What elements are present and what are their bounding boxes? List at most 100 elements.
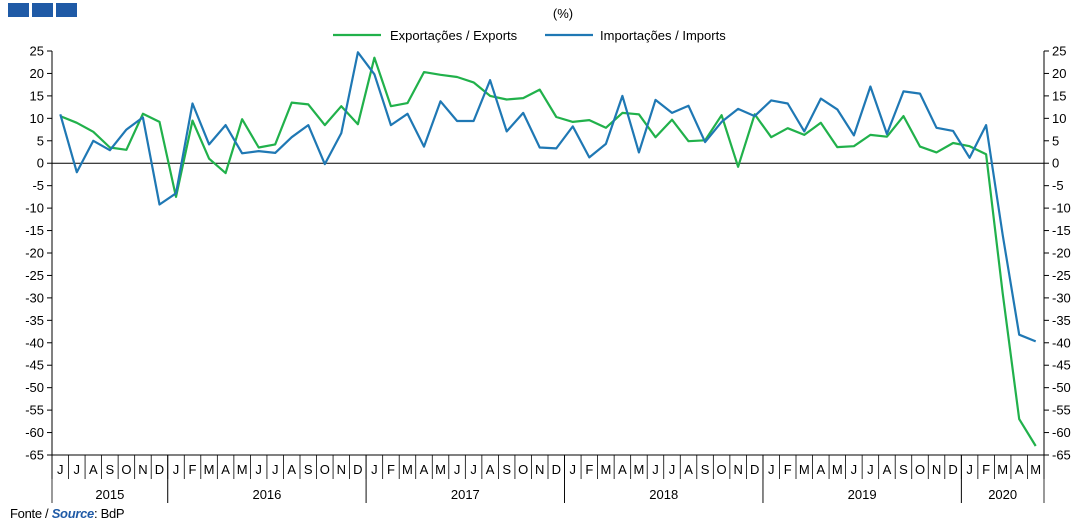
y-tick-label-right: -20 xyxy=(1052,246,1071,261)
y-tick-label-right: -60 xyxy=(1052,425,1071,440)
month-label: N xyxy=(535,462,544,477)
y-tick-label-left: 0 xyxy=(37,156,44,171)
month-label: M xyxy=(204,462,215,477)
y-tick-label-left: -5 xyxy=(32,178,44,193)
year-label: 2018 xyxy=(649,487,678,502)
month-label: J xyxy=(371,462,378,477)
month-label: F xyxy=(387,462,395,477)
y-tick-label-left: 15 xyxy=(30,88,44,103)
y-tick-label-right: -45 xyxy=(1052,358,1071,373)
month-label: N xyxy=(337,462,346,477)
y-tick-label-left: -35 xyxy=(25,313,44,328)
month-label: A xyxy=(89,462,98,477)
month-label: D xyxy=(155,462,164,477)
y-tick-label-left: -25 xyxy=(25,268,44,283)
month-label: M xyxy=(402,462,413,477)
source-label: Source xyxy=(51,506,95,521)
month-label: A xyxy=(420,462,429,477)
month-label: J xyxy=(470,462,477,477)
y-tick-label-right: 5 xyxy=(1052,133,1059,148)
source-value: : BdP xyxy=(93,506,125,521)
y-tick-label-left: -15 xyxy=(25,223,44,238)
y-tick-label-left: -65 xyxy=(25,448,44,463)
y-tick-label-right: -40 xyxy=(1052,335,1071,350)
month-label: M xyxy=(832,462,843,477)
y-tick-label-right: 25 xyxy=(1052,44,1066,59)
month-label: S xyxy=(304,462,313,477)
month-label: J xyxy=(57,462,64,477)
month-label: O xyxy=(915,462,925,477)
legend-label: Importações / Imports xyxy=(600,28,726,43)
y-tick-label-right: -35 xyxy=(1052,313,1071,328)
month-label: J xyxy=(570,462,577,477)
logo-block xyxy=(56,3,77,17)
y-tick-label-left: -40 xyxy=(25,335,44,350)
month-label: J xyxy=(652,462,659,477)
logo-block xyxy=(32,3,53,17)
y-tick-label-left: 5 xyxy=(37,133,44,148)
y-tick-label-left: -30 xyxy=(25,290,44,305)
logo-block xyxy=(8,3,29,17)
month-label: A xyxy=(221,462,230,477)
y-tick-label-left: -10 xyxy=(25,201,44,216)
month-label: J xyxy=(768,462,775,477)
month-label: S xyxy=(502,462,511,477)
month-label: F xyxy=(784,462,792,477)
year-label: 2020 xyxy=(988,487,1017,502)
month-label: D xyxy=(552,462,561,477)
month-label: A xyxy=(1015,462,1024,477)
y-tick-label-right: 0 xyxy=(1052,156,1059,171)
month-label: M xyxy=(799,462,810,477)
y-tick-label-right: 20 xyxy=(1052,66,1066,81)
y-tick-label-right: -15 xyxy=(1052,223,1071,238)
year-label: 2019 xyxy=(848,487,877,502)
month-label: D xyxy=(948,462,957,477)
month-label: M xyxy=(1030,462,1041,477)
month-label: M xyxy=(435,462,446,477)
legend: Exportações / Exports Importações / Impor… xyxy=(333,28,726,43)
y-tick-label-left: 25 xyxy=(30,44,44,59)
series-group xyxy=(59,51,1037,447)
month-label: N xyxy=(932,462,941,477)
y-tick-label-right: -50 xyxy=(1052,380,1071,395)
y-tick-label-right: -5 xyxy=(1052,178,1064,193)
series-line-imports xyxy=(59,51,1037,343)
month-label: M xyxy=(237,462,248,477)
month-label: J xyxy=(966,462,973,477)
month-label: O xyxy=(320,462,330,477)
y-tick-label-right: -10 xyxy=(1052,201,1071,216)
unit-label: (%) xyxy=(553,6,573,21)
month-label: O xyxy=(518,462,528,477)
month-label: J xyxy=(669,462,676,477)
month-label: D xyxy=(750,462,759,477)
month-label: F xyxy=(982,462,990,477)
month-label: J xyxy=(851,462,858,477)
source-note: Fonte / Source: BdP xyxy=(10,506,125,521)
series-line-exports xyxy=(59,56,1037,447)
month-label: J xyxy=(272,462,279,477)
y-tick-label-right: -55 xyxy=(1052,403,1071,418)
month-label: F xyxy=(585,462,593,477)
source-fonte: Fonte / xyxy=(10,506,52,521)
bdp-logo xyxy=(8,3,77,17)
month-label: M xyxy=(997,462,1008,477)
y-tick-label-right: -65 xyxy=(1052,448,1071,463)
y-tick-label-right: 15 xyxy=(1052,88,1066,103)
month-label: O xyxy=(717,462,727,477)
y-tick-label-right: -25 xyxy=(1052,268,1071,283)
month-label: J xyxy=(255,462,262,477)
year-label: 2017 xyxy=(451,487,480,502)
y-tick-label-right: 10 xyxy=(1052,111,1066,126)
legend-label: Exportações / Exports xyxy=(390,28,518,43)
y-tick-label-left: -60 xyxy=(25,425,44,440)
y-tick-label-left: -45 xyxy=(25,358,44,373)
month-label: S xyxy=(701,462,710,477)
month-label: N xyxy=(733,462,742,477)
month-label: M xyxy=(600,462,611,477)
y-tick-label-left: -50 xyxy=(25,380,44,395)
year-label: 2015 xyxy=(95,487,124,502)
y-tick-label-left: -20 xyxy=(25,246,44,261)
month-label: A xyxy=(486,462,495,477)
y-tick-label-left: 10 xyxy=(30,111,44,126)
